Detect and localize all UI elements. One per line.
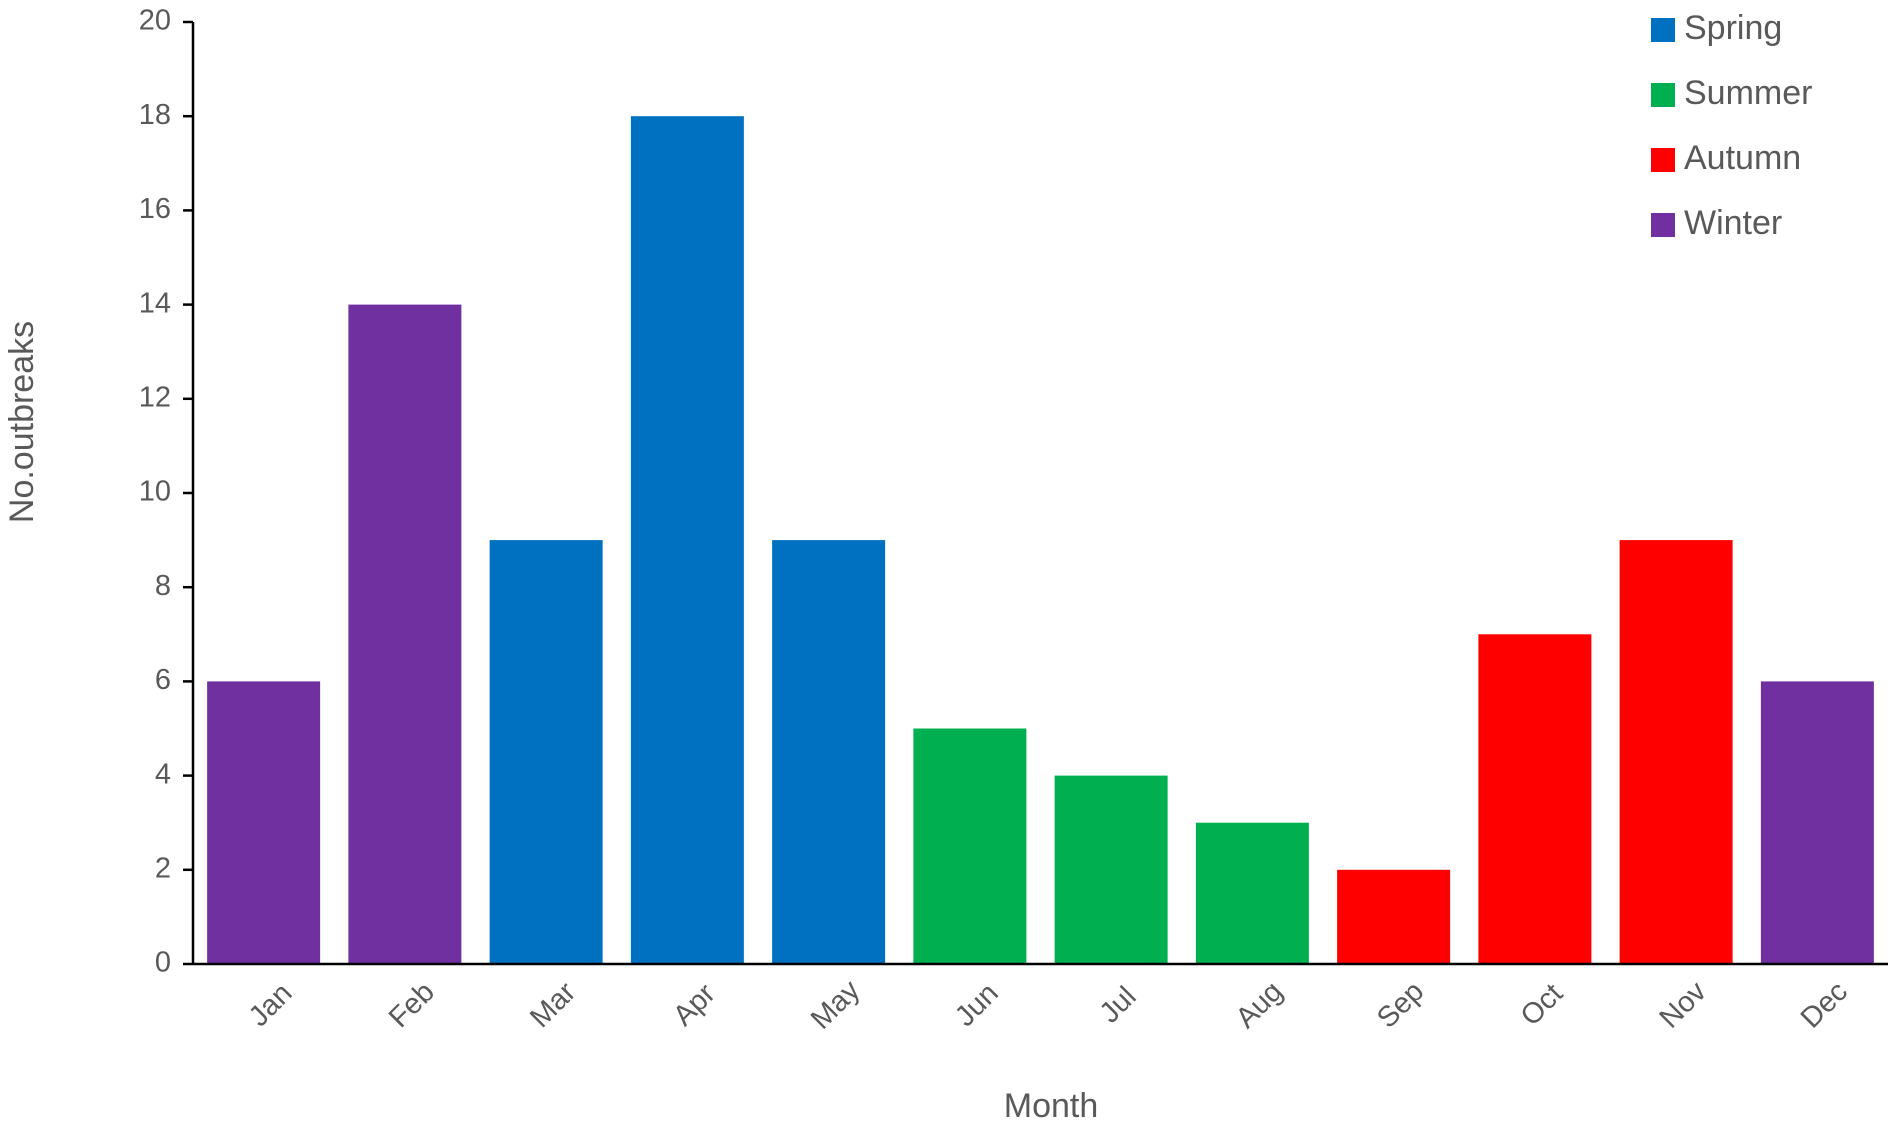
x-tick-label: Apr bbox=[667, 978, 722, 1033]
legend-label: Autumn bbox=[1684, 139, 1801, 177]
legend-label: Winter bbox=[1684, 204, 1782, 242]
legend-label: Spring bbox=[1684, 9, 1782, 47]
x-tick-label: Jan bbox=[243, 977, 299, 1033]
bar bbox=[207, 681, 321, 964]
bar bbox=[1619, 540, 1733, 964]
x-tick-label: Mar bbox=[524, 976, 582, 1034]
bar bbox=[348, 304, 462, 965]
bar bbox=[1478, 634, 1592, 964]
bar bbox=[1054, 775, 1168, 964]
y-tick-label: 16 bbox=[139, 193, 171, 225]
x-tick-label: Nov bbox=[1654, 975, 1713, 1034]
bar bbox=[489, 540, 603, 964]
x-tick-label: Dec bbox=[1795, 976, 1854, 1035]
x-tick-label: Jul bbox=[1094, 981, 1143, 1030]
bar bbox=[1337, 869, 1451, 964]
y-axis-title: No.outbreaks bbox=[3, 321, 41, 523]
y-tick-label: 6 bbox=[155, 664, 171, 696]
legend-label: Summer bbox=[1684, 74, 1812, 112]
x-tick-label: May bbox=[805, 974, 867, 1036]
legend-swatch bbox=[1651, 213, 1675, 237]
y-tick-label: 10 bbox=[139, 476, 171, 508]
x-tick-label: Sep bbox=[1371, 975, 1430, 1034]
legend-swatch bbox=[1651, 148, 1675, 172]
bar bbox=[1195, 822, 1309, 964]
legend-swatch bbox=[1651, 83, 1675, 107]
y-tick-label: 20 bbox=[139, 5, 171, 37]
legend-swatch bbox=[1651, 18, 1675, 42]
y-tick-label: 12 bbox=[139, 381, 171, 413]
bar bbox=[913, 728, 1027, 964]
x-tick-label: Feb bbox=[383, 976, 441, 1034]
y-tick-label: 4 bbox=[155, 758, 171, 790]
bar bbox=[1760, 681, 1874, 964]
x-axis-title: Month bbox=[1004, 1087, 1099, 1125]
bar bbox=[630, 116, 744, 964]
y-tick-label: 0 bbox=[155, 947, 171, 979]
x-tick-label: Aug bbox=[1230, 975, 1289, 1034]
x-tick-label: Oct bbox=[1515, 978, 1570, 1033]
y-tick-label: 2 bbox=[155, 852, 171, 884]
bar bbox=[772, 540, 886, 964]
y-tick-label: 18 bbox=[139, 99, 171, 131]
y-tick-label: 8 bbox=[155, 570, 171, 602]
y-tick-label: 14 bbox=[139, 287, 171, 319]
x-tick-label: Jun bbox=[949, 977, 1005, 1033]
